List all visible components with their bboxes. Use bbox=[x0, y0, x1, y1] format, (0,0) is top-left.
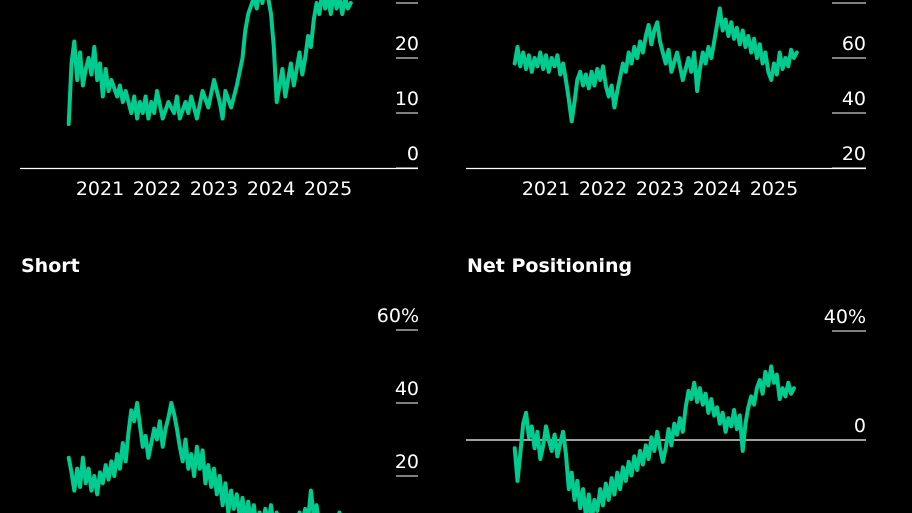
series-line bbox=[66, 401, 342, 513]
x-tick-label: 2022 bbox=[579, 178, 627, 200]
x-tick-label: 2021 bbox=[522, 178, 570, 200]
x-tick-label: 2022 bbox=[133, 178, 181, 200]
x-tick-label: 2023 bbox=[190, 178, 238, 200]
chart-title-short: Short bbox=[21, 255, 80, 277]
x-tick-label: 2024 bbox=[247, 178, 295, 200]
x-tick-label: 2025 bbox=[304, 178, 352, 200]
y-tick-label: 20 bbox=[395, 451, 419, 473]
series-line bbox=[512, 6, 799, 124]
y-tick-label: 40% bbox=[824, 306, 866, 328]
y-tick-label: 0 bbox=[854, 415, 866, 437]
y-tick-label: 10 bbox=[395, 88, 419, 110]
x-tick-label: 2021 bbox=[76, 178, 124, 200]
y-tick-label: 40 bbox=[842, 88, 866, 110]
y-tick-label: 60% bbox=[377, 305, 419, 327]
y-tick-label: 20 bbox=[842, 143, 866, 165]
x-tick-label: 2023 bbox=[636, 178, 684, 200]
series-line bbox=[512, 364, 796, 513]
y-tick-label: 60 bbox=[842, 33, 866, 55]
y-tick-label: 20 bbox=[395, 33, 419, 55]
x-tick-label: 2025 bbox=[750, 178, 798, 200]
series-line bbox=[66, 0, 353, 126]
x-tick-label: 2024 bbox=[693, 178, 741, 200]
chart-title-net-positioning: Net Positioning bbox=[467, 255, 633, 277]
y-tick-label: 0 bbox=[407, 143, 419, 165]
y-tick-label: 40 bbox=[395, 378, 419, 400]
